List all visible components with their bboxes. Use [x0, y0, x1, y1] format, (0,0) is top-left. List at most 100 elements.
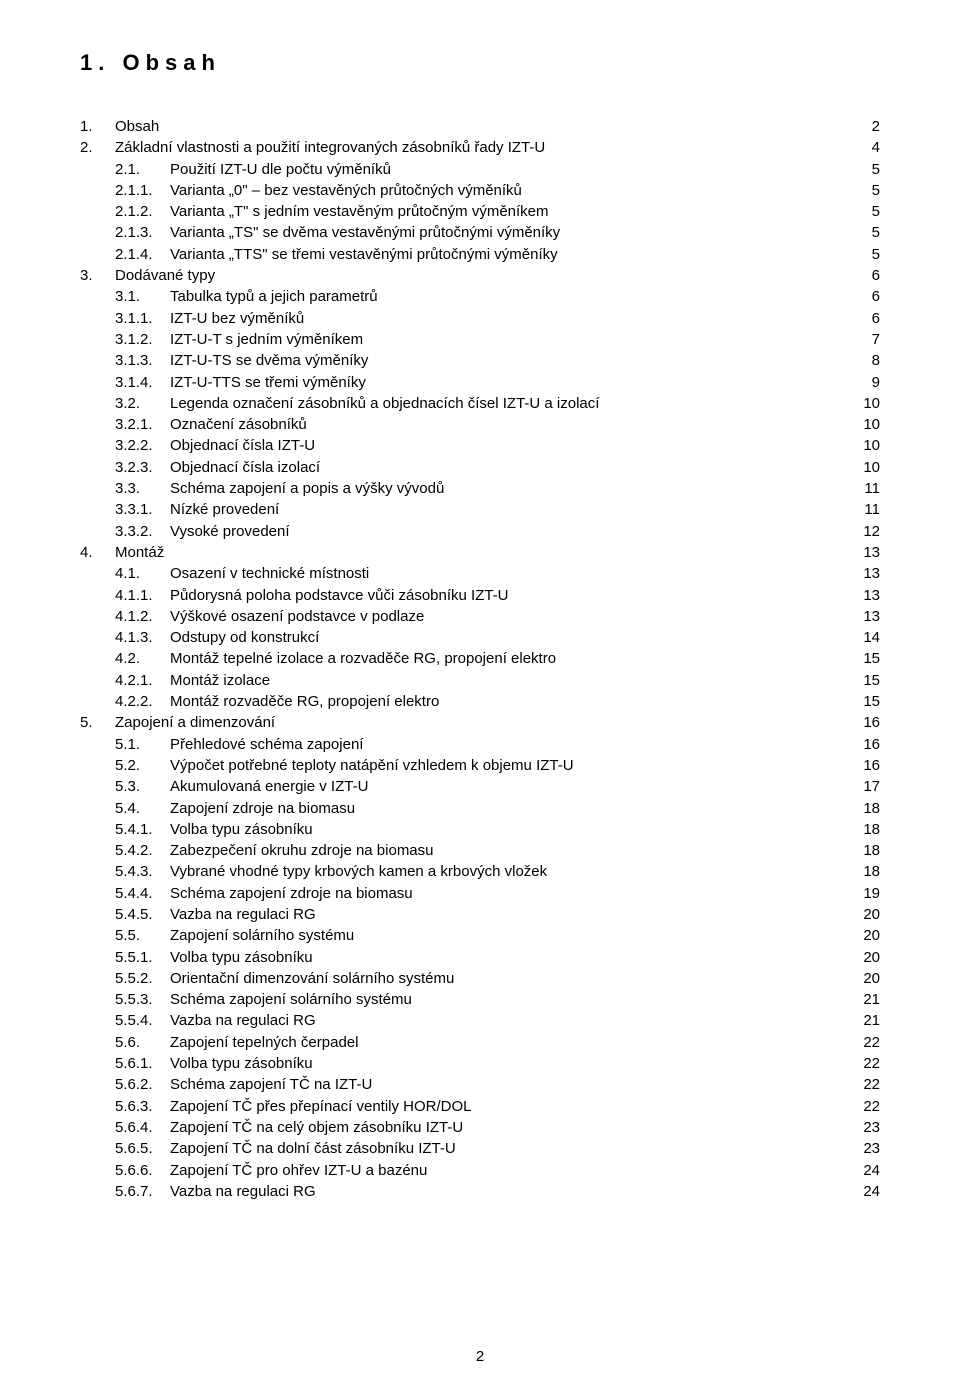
toc-entry-page: 14 — [856, 627, 880, 648]
toc-entry-label: Volba typu zásobníku — [170, 1053, 313, 1074]
toc-entry-number: 5.6.6. — [115, 1160, 170, 1181]
toc-entry-label: Montáž rozvaděče RG, propojení elektro — [170, 691, 439, 712]
toc-entry-label: IZT-U-T s jedním výměníkem — [170, 329, 363, 350]
toc-entry-number: 5.5.1. — [115, 947, 170, 968]
toc-entry-number: 1. — [80, 116, 115, 137]
toc-entry-label: Zapojení TČ na celý objem zásobníku IZT-… — [170, 1117, 463, 1138]
toc-entry-page: 2 — [856, 116, 880, 137]
toc-entry: 2.1.1.Varianta „0" – bez vestavěných prů… — [80, 180, 880, 201]
toc-entry: 3.2.1.Označení zásobníků10 — [80, 414, 880, 435]
toc-entry: 4.Montáž13 — [80, 542, 880, 563]
toc-entry-page: 5 — [856, 180, 880, 201]
toc-entry-label: Orientační dimenzování solárního systému — [170, 968, 454, 989]
toc-entry-page: 22 — [856, 1096, 880, 1117]
toc-entry-page: 10 — [856, 414, 880, 435]
toc-entry-page: 21 — [856, 1010, 880, 1031]
toc-entry: 5.1.Přehledové schéma zapojení 16 — [80, 734, 880, 755]
toc-entry-number: 5.6.4. — [115, 1117, 170, 1138]
toc-entry-number: 3.3. — [115, 478, 170, 499]
toc-entry-page: 13 — [856, 606, 880, 627]
toc-entry-number: 5.4.4. — [115, 883, 170, 904]
toc-entry-label: Zapojení TČ pro ohřev IZT-U a bazénu — [170, 1160, 427, 1181]
toc-entry-label: Základní vlastnosti a použití integrovan… — [115, 137, 545, 158]
toc-entry-number: 3.2.2. — [115, 435, 170, 456]
toc-entry-page: 11 — [856, 499, 880, 520]
toc-entry: 5.2.Výpočet potřebné teploty natápění vz… — [80, 755, 880, 776]
toc-entry: 5.5.4.Vazba na regulaci RG21 — [80, 1010, 880, 1031]
toc-entry-number: 5.6.2. — [115, 1074, 170, 1095]
toc-entry-label: Zapojení TČ přes přepínací ventily HOR/D… — [170, 1096, 472, 1117]
toc-entry-page: 6 — [856, 308, 880, 329]
toc-entry-page: 8 — [856, 350, 880, 371]
toc-entry: 5.4.3.Vybrané vhodné typy krbových kamen… — [80, 861, 880, 882]
toc-entry-label: Varianta „0" – bez vestavěných průtočnýc… — [170, 180, 522, 201]
toc-entry-number: 5.5.4. — [115, 1010, 170, 1031]
toc-entry-label: Zapojení a dimenzování — [115, 712, 275, 733]
toc-entry-label: Přehledové schéma zapojení — [170, 734, 363, 755]
toc-entry-page: 11 — [856, 478, 880, 499]
toc-entry: 4.2.2.Montáž rozvaděče RG, propojení ele… — [80, 691, 880, 712]
toc-entry-label: Zapojení zdroje na biomasu — [170, 798, 355, 819]
toc-entry: 5.6.6.Zapojení TČ pro ohřev IZT-U a bazé… — [80, 1160, 880, 1181]
toc-entry-page: 10 — [856, 457, 880, 478]
toc-entry-number: 2.1.3. — [115, 222, 170, 243]
toc-entry-page: 20 — [856, 968, 880, 989]
toc-entry-page: 17 — [856, 776, 880, 797]
toc-entry: 5.4.2.Zabezpečení okruhu zdroje na bioma… — [80, 840, 880, 861]
toc-entry: 3.1.3.IZT-U-TS se dvěma výměníky8 — [80, 350, 880, 371]
toc-entry-page: 20 — [856, 904, 880, 925]
toc-entry-label: Schéma zapojení zdroje na biomasu — [170, 883, 413, 904]
toc-entry: 4.1.Osazení v technické místnosti13 — [80, 563, 880, 584]
toc-entry-number: 5.1. — [115, 734, 170, 755]
toc-entry-number: 5.6.3. — [115, 1096, 170, 1117]
footer-page-number: 2 — [0, 1348, 960, 1365]
toc-entry-page: 22 — [856, 1074, 880, 1095]
toc-entry: 3.1.4.IZT-U-TTS se třemi výměníky9 — [80, 372, 880, 393]
toc-entry-number: 3.1. — [115, 286, 170, 307]
toc-entry-number: 4.2.2. — [115, 691, 170, 712]
toc-entry: 5.Zapojení a dimenzování16 — [80, 712, 880, 733]
section-heading: 1. Obsah — [80, 50, 880, 76]
toc-entry-label: Schéma zapojení TČ na IZT-U — [170, 1074, 372, 1095]
toc-entry-label: Schéma zapojení a popis a výšky vývodů — [170, 478, 444, 499]
toc-entry: 5.6.5.Zapojení TČ na dolní část zásobník… — [80, 1138, 880, 1159]
toc-entry: 4.1.2.Výškové osazení podstavce v podlaz… — [80, 606, 880, 627]
toc-entry-number: 3.1.2. — [115, 329, 170, 350]
toc-entry: 2.1.2.Varianta „T" s jedním vestavěným p… — [80, 201, 880, 222]
toc-entry-label: Výpočet potřebné teploty natápění vzhled… — [170, 755, 574, 776]
toc-entry-number: 2.1.2. — [115, 201, 170, 222]
table-of-contents: 1.Obsah22.Základní vlastnosti a použití … — [80, 116, 880, 1202]
toc-entry-label: Dodávané typy — [115, 265, 215, 286]
toc-entry: 2.1.3.Varianta „TS" se dvěma vestavěnými… — [80, 222, 880, 243]
toc-entry-number: 2.1.4. — [115, 244, 170, 265]
toc-entry-page: 16 — [856, 734, 880, 755]
toc-entry-number: 3.2.3. — [115, 457, 170, 478]
toc-entry: 5.6.1.Volba typu zásobníku22 — [80, 1053, 880, 1074]
toc-entry: 3.3.1.Nízké provedení11 — [80, 499, 880, 520]
toc-entry-page: 18 — [856, 861, 880, 882]
toc-entry-label: Označení zásobníků — [170, 414, 307, 435]
toc-entry-page: 15 — [856, 670, 880, 691]
toc-entry: 3.1.2.IZT-U-T s jedním výměníkem7 — [80, 329, 880, 350]
toc-entry-number: 3.3.1. — [115, 499, 170, 520]
toc-entry: 5.5.1.Volba typu zásobníku20 — [80, 947, 880, 968]
toc-entry: 3.3.Schéma zapojení a popis a výšky vývo… — [80, 478, 880, 499]
toc-entry-number: 2.1. — [115, 159, 170, 180]
toc-entry-number: 5. — [80, 712, 115, 733]
toc-entry-page: 23 — [856, 1117, 880, 1138]
toc-entry-page: 13 — [856, 542, 880, 563]
toc-entry-page: 19 — [856, 883, 880, 904]
toc-entry-page: 10 — [856, 435, 880, 456]
toc-entry-number: 5.2. — [115, 755, 170, 776]
toc-entry-page: 20 — [856, 925, 880, 946]
toc-entry-number: 3.2. — [115, 393, 170, 414]
toc-entry-number: 4.1.2. — [115, 606, 170, 627]
toc-entry-label: Montáž tepelné izolace a rozvaděče RG, p… — [170, 648, 556, 669]
toc-entry-page: 12 — [856, 521, 880, 542]
toc-entry-label: Volba typu zásobníku — [170, 819, 313, 840]
toc-entry-label: IZT-U-TTS se třemi výměníky — [170, 372, 366, 393]
toc-entry-label: Použití IZT-U dle počtu výměníků — [170, 159, 391, 180]
toc-entry-page: 10 — [856, 393, 880, 414]
toc-entry-number: 4. — [80, 542, 115, 563]
toc-entry-page: 18 — [856, 798, 880, 819]
